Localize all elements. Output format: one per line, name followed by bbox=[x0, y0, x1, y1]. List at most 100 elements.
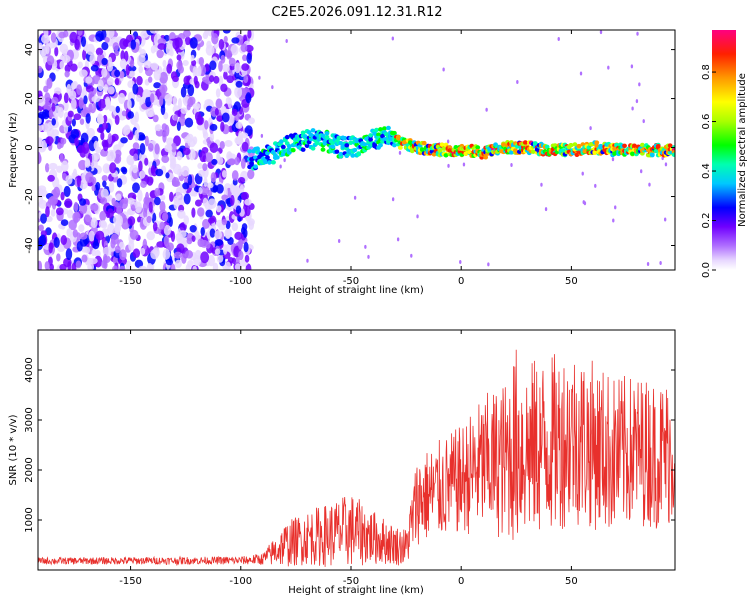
spectrogram-cell bbox=[210, 172, 217, 183]
spectrogram-cell bbox=[231, 170, 239, 181]
spectrogram-cell bbox=[395, 134, 401, 140]
snr-y-ticks: 1000 2000 3000 4000 bbox=[24, 357, 675, 533]
spectrogram-cell bbox=[38, 111, 47, 119]
spectrogram-cell bbox=[242, 54, 248, 62]
spectrogram-cell bbox=[442, 67, 445, 72]
spectrogram-cell bbox=[364, 244, 367, 249]
spectrogram-cell bbox=[73, 201, 79, 212]
spectrogram-cell bbox=[135, 94, 142, 102]
spectrogram-cell bbox=[154, 143, 160, 155]
snr-ytick-label: 2000 bbox=[24, 457, 35, 482]
spectrogram-cell bbox=[221, 218, 228, 225]
spectrogram-cell bbox=[244, 198, 252, 206]
spectrogram-cell bbox=[169, 191, 174, 202]
spectrogram-cell bbox=[671, 152, 675, 157]
spectrogram-cell bbox=[63, 185, 71, 198]
spectrogram-cell bbox=[594, 183, 597, 188]
spectrogram-cell bbox=[253, 164, 258, 169]
spectrogram-cell bbox=[228, 57, 236, 67]
spectrogram-cell bbox=[214, 239, 224, 246]
spectrogram-cell bbox=[568, 143, 574, 148]
spectrogram-cell bbox=[77, 30, 83, 36]
spectrogram-cell bbox=[112, 42, 119, 51]
spectrogram-cell bbox=[114, 114, 120, 125]
spectrogram-cell bbox=[214, 108, 219, 116]
spectrogram-cell bbox=[91, 184, 96, 192]
spectrogram-cell bbox=[368, 133, 374, 138]
spectrogram-cell bbox=[133, 153, 139, 162]
spectrogram-cell bbox=[45, 215, 53, 223]
spectrogram-cell bbox=[232, 186, 240, 198]
spectrogram-cell bbox=[72, 211, 81, 223]
spectrogram-cell bbox=[38, 152, 41, 164]
spectrogram-cell bbox=[175, 187, 182, 199]
spectrogram-cell bbox=[38, 185, 47, 193]
spectrogram-cell bbox=[207, 198, 217, 209]
spectrogram-cell bbox=[386, 125, 391, 131]
spectrogram-cell bbox=[380, 133, 385, 139]
spectrogram-cell bbox=[127, 111, 134, 119]
spectrogram-cell bbox=[89, 53, 96, 65]
spectrogram-cell bbox=[170, 157, 177, 168]
spectrogram-cell bbox=[235, 80, 243, 88]
colorbar-ticks: 0.0 0.2 0.4 0.6 0.8 bbox=[701, 64, 716, 278]
spectrogram-cell bbox=[378, 127, 383, 132]
spectrogram-cell bbox=[557, 37, 560, 42]
spectrogram-cell bbox=[204, 120, 209, 130]
spectrogram-cell bbox=[115, 105, 120, 114]
spectrogram-cell bbox=[91, 95, 101, 103]
colorbar-tick-label: 0.2 bbox=[701, 213, 712, 229]
spectrogram-cell bbox=[116, 205, 123, 215]
spectrogram-cell bbox=[579, 71, 583, 76]
spectrogram-cell bbox=[211, 33, 219, 45]
spectrogram-cell bbox=[639, 142, 645, 148]
spectrogram-cell bbox=[187, 174, 193, 186]
spectrogram-cell bbox=[100, 197, 108, 205]
spectrogram-cell bbox=[198, 187, 203, 195]
spectrogram-cell bbox=[163, 224, 172, 236]
spectrogram-cell bbox=[146, 215, 152, 223]
spectrogram-cell bbox=[183, 193, 191, 205]
snr-xlabel: Height of straight line (km) bbox=[288, 585, 424, 596]
spectrogram-cell bbox=[129, 229, 139, 240]
spectrogram-cell bbox=[222, 63, 230, 73]
spectrogram-cell bbox=[78, 97, 84, 109]
spectrogram-cell bbox=[459, 260, 462, 265]
spectrogram-cell bbox=[218, 38, 225, 50]
spectrogram-cell bbox=[522, 140, 528, 145]
spectrogram-cell bbox=[87, 262, 95, 270]
spectrogram-cell bbox=[115, 193, 122, 201]
spectrogram-cell bbox=[576, 143, 582, 149]
spectrogram-xlabel: Height of straight line (km) bbox=[288, 285, 424, 296]
spectrogram-panel: -150 -100 -50 0 50 -40 -20 0 20 40 Height of str… bbox=[8, 29, 676, 296]
spectrogram-cell bbox=[215, 219, 223, 228]
spectrogram-cell bbox=[410, 253, 413, 258]
spectrogram-cell bbox=[226, 75, 234, 84]
spectrogram-cell bbox=[234, 62, 241, 74]
spectrogram-cell bbox=[216, 115, 224, 122]
spectrogram-cell bbox=[138, 160, 143, 173]
spectrogram-cell bbox=[139, 151, 145, 163]
spectrogram-cell bbox=[231, 257, 236, 264]
spectrogram-cell bbox=[132, 248, 141, 258]
spectrogram-cell bbox=[362, 142, 368, 147]
spectrogram-cell bbox=[589, 126, 592, 131]
spectrogram-cell bbox=[132, 142, 140, 150]
spectrogram-cell bbox=[146, 263, 153, 270]
spectrogram-cell bbox=[70, 81, 77, 91]
spectrogram-cell bbox=[306, 258, 309, 263]
spectrogram-cell bbox=[60, 191, 65, 201]
spectrogram-cell bbox=[179, 230, 187, 238]
spectrogram-cell bbox=[200, 226, 205, 236]
spectrogram-cell bbox=[397, 145, 403, 150]
spectrogram-cell bbox=[56, 253, 61, 262]
spectrogram-cell bbox=[90, 64, 99, 72]
spectrogram-cell bbox=[144, 135, 149, 147]
spectrogram-cell bbox=[221, 170, 227, 178]
spectrogram-cell bbox=[222, 30, 231, 34]
spectrogram-cell bbox=[143, 90, 152, 98]
spectrogram-cell bbox=[485, 107, 488, 112]
spectrogram-cell bbox=[244, 254, 250, 263]
spectrogram-cell bbox=[205, 241, 211, 249]
spectrogram-cell bbox=[594, 140, 600, 145]
